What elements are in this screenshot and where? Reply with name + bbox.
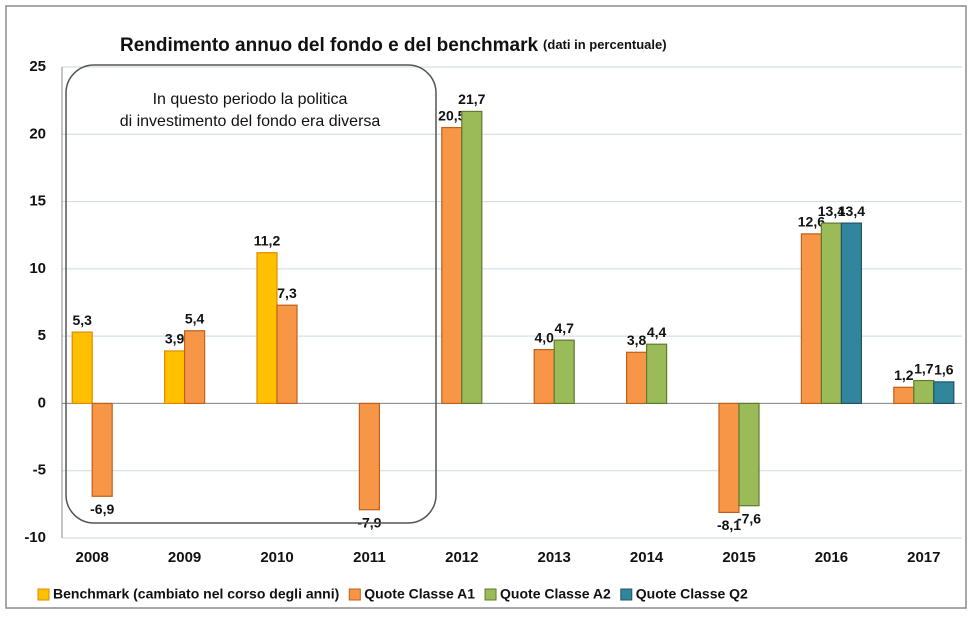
- value-label: 7,3: [277, 285, 297, 301]
- bar: [256, 252, 278, 405]
- x-tick-label: 2011: [353, 549, 386, 566]
- y-tick-label: -10: [24, 529, 46, 546]
- value-label: 4,4: [647, 324, 667, 340]
- bar: [91, 402, 113, 497]
- y-tick-label: 0: [38, 394, 46, 411]
- bar: [71, 331, 93, 405]
- value-label: 13,4: [818, 203, 845, 219]
- bar: [800, 233, 823, 405]
- bar: [441, 126, 463, 405]
- chart-title: Rendimento annuo del fondo e del benchma…: [120, 35, 667, 56]
- value-label: 20,5: [438, 107, 465, 123]
- legend: Benchmark (cambiato nel corso degli anni…: [37, 586, 748, 602]
- y-tick-label: 20: [29, 125, 46, 142]
- value-label: 3,8: [627, 332, 647, 348]
- bar: [893, 386, 915, 405]
- x-tick-label: 2009: [168, 549, 201, 566]
- value-label: 12,6: [798, 214, 825, 230]
- value-label: 1,2: [894, 367, 914, 383]
- plot: -10 -5 0 5 10 15 20 25 2008 5,3 -6,9 2009 3,95,4 2010…: [24, 58, 962, 566]
- y-tick-label: -5: [33, 462, 46, 479]
- bar: [738, 402, 760, 507]
- y-tick-label: 5: [38, 327, 46, 344]
- bar: [718, 402, 740, 514]
- x-tick-label: 2010: [260, 549, 293, 566]
- legend-label: Quote Classe Q2: [636, 586, 748, 602]
- legend-label: Quote Classe A2: [500, 586, 611, 602]
- legend-swatch: [620, 588, 633, 601]
- value-label: 3,9: [165, 331, 185, 347]
- y-tick-label: 10: [29, 260, 46, 277]
- x-tick-label: 2008: [76, 549, 109, 566]
- legend-label: Quote Classe A1: [364, 586, 475, 602]
- bar: [933, 381, 955, 405]
- value-label: 13,4: [838, 203, 865, 219]
- x-tick-label: 2016: [815, 549, 848, 566]
- bar: [533, 349, 555, 405]
- bar: [625, 351, 648, 405]
- x-tick-label: 2013: [538, 549, 571, 566]
- y-tick-label: 15: [29, 193, 46, 210]
- x-tick-label: 2014: [630, 549, 664, 566]
- bar: [913, 379, 935, 405]
- legend-swatch: [484, 588, 497, 601]
- x-tick-label: 2015: [722, 549, 755, 566]
- subtitle: (dati in percentuale): [543, 37, 667, 52]
- annotation: di investimento del fondo era diversa: [120, 113, 381, 130]
- title: Rendimento annuo del fondo e del benchma…: [120, 35, 538, 56]
- x-tick-label: 2012: [445, 549, 478, 566]
- value-label: 1,7: [914, 360, 934, 376]
- bar: [461, 110, 483, 405]
- value-label: 4,7: [554, 320, 574, 336]
- legend-swatch: [37, 588, 50, 601]
- bar: [164, 350, 186, 405]
- legend-swatch: [348, 588, 361, 601]
- x-tick-label: 2017: [907, 549, 940, 566]
- bar: [840, 222, 863, 405]
- value-label: 4,0: [534, 329, 554, 345]
- bar: [820, 222, 843, 405]
- bar: [553, 339, 575, 405]
- value-label: 5,3: [72, 312, 92, 328]
- value-label: 11,2: [254, 232, 281, 248]
- y-tick-label: 25: [29, 58, 46, 75]
- bar: [358, 402, 380, 511]
- bar: [184, 330, 206, 405]
- value-label: -8,1: [717, 517, 741, 533]
- bar: [276, 304, 298, 405]
- bar: [645, 343, 668, 405]
- value-label: 1,6: [934, 362, 954, 378]
- value-label: 21,7: [458, 91, 485, 107]
- annotation: In questo periodo la politica: [153, 91, 348, 108]
- legend-label: Benchmark (cambiato nel corso degli anni…: [53, 586, 339, 602]
- value-label: -7,6: [737, 510, 761, 526]
- value-label: 5,4: [185, 310, 205, 326]
- value-label: -6,9: [90, 501, 114, 517]
- annotation-box: [65, 64, 437, 524]
